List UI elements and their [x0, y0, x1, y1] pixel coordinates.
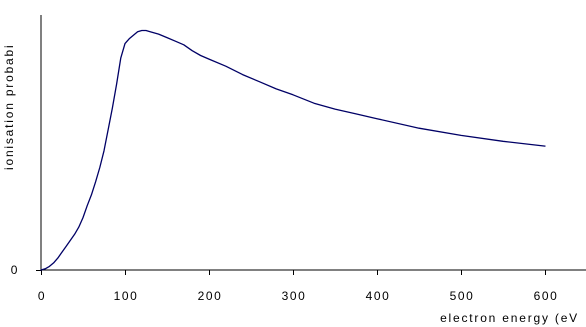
- x-axis-label: electron energy (eV: [440, 311, 579, 325]
- x-tick-label: 600: [534, 289, 559, 303]
- plot-area: 0 100 200 300 400 500 600 0: [11, 15, 586, 303]
- x-tick-label: 300: [282, 289, 307, 303]
- y-tick-label: 0: [11, 263, 19, 277]
- y-axis-label-group: ionisation probabi: [2, 44, 16, 170]
- series-line: [40, 29, 546, 271]
- x-tick-label: 500: [450, 289, 475, 303]
- x-tick-label: 0: [38, 289, 46, 303]
- x-tick-label: 200: [198, 289, 223, 303]
- y-axis-label: ionisation probabi: [2, 44, 16, 170]
- x-tick-label: 400: [366, 289, 391, 303]
- x-tick-label: 100: [114, 289, 139, 303]
